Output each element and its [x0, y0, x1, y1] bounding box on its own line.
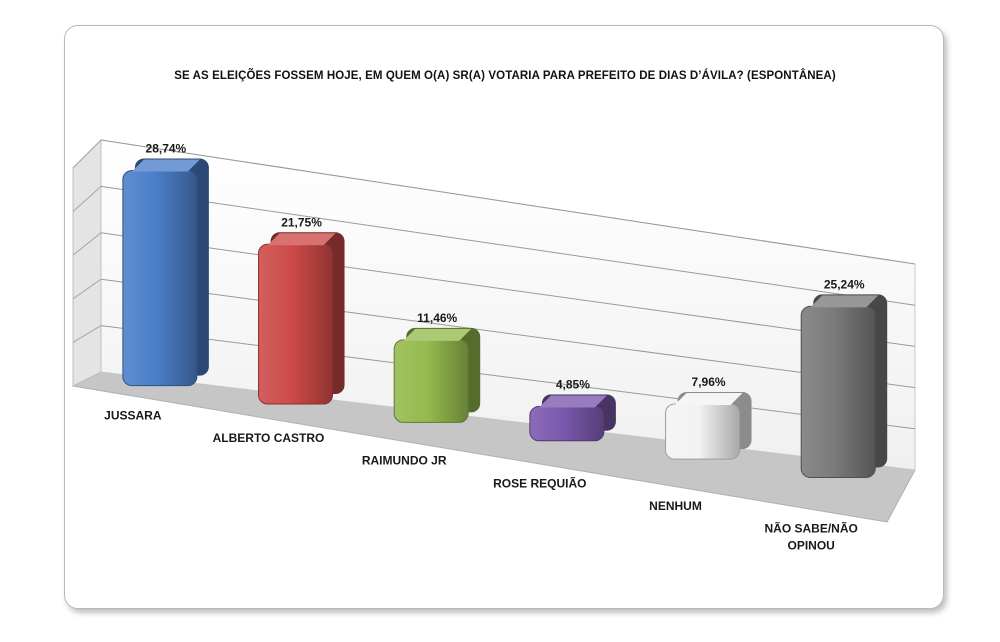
data-label: 7,96% [692, 375, 726, 389]
chart-side-wall [72, 138, 102, 387]
gridline-side [72, 232, 102, 256]
data-label: 28,74% [146, 142, 187, 156]
data-label: 25,24% [824, 277, 865, 291]
bar-top [674, 393, 743, 406]
gridline [100, 232, 916, 347]
bar-top [267, 233, 336, 246]
gridline-side [72, 139, 102, 169]
bar-top [131, 159, 200, 172]
bar [258, 243, 334, 405]
data-label: 4,85% [556, 377, 590, 391]
gridline [100, 185, 916, 306]
category-label: ALBERTO CASTRO [213, 431, 325, 445]
gridline-side [72, 325, 102, 343]
gridline [100, 139, 916, 265]
category-label: JUSSARA [104, 408, 162, 422]
bar [800, 305, 876, 478]
gridline [100, 325, 916, 430]
category-label: ROSE REQUIÃO [493, 475, 586, 490]
bar [665, 403, 741, 460]
chart-back-wall [100, 139, 916, 471]
bar-top [810, 295, 879, 308]
gridline-side [72, 186, 102, 212]
bar [122, 170, 198, 387]
chart-frame: SE AS ELEIÇÕES FOSSEM HOJE, EM QUEM O(A)… [64, 25, 944, 609]
category-label: NÃO SABE/NÃO OPINOU [764, 521, 857, 553]
bar [529, 405, 605, 442]
data-label: 11,46% [417, 311, 457, 325]
category-label: RAIMUNDO JR [362, 454, 447, 468]
bar-chart: 28,74% JUSSARA 21,75% ALBERTO CASTRO 11,46% R… [71, 138, 916, 553]
bar [393, 339, 469, 423]
data-label: 21,75% [281, 215, 322, 229]
gridline [100, 278, 916, 389]
category-label: NENHUM [649, 499, 702, 513]
gridline-side [72, 278, 102, 300]
bar-top [538, 395, 607, 408]
chart-title: SE AS ELEIÇÕES FOSSEM HOJE, EM QUEM O(A)… [174, 70, 836, 82]
bar-top [403, 328, 472, 341]
